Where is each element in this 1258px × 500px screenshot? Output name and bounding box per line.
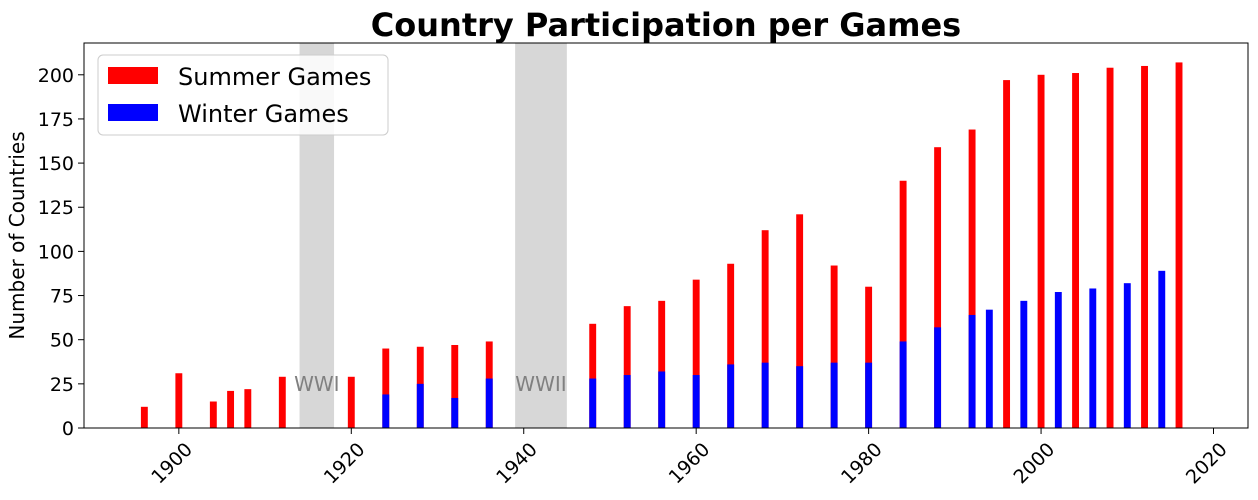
summer-bar-1904 <box>209 401 217 428</box>
winter-bar-1972 <box>796 366 804 428</box>
winter-bar-1994 <box>985 309 993 428</box>
legend-label-winter: Winter Games <box>178 100 349 128</box>
summer-bar-2008 <box>1106 67 1114 429</box>
summer-bar-2012 <box>1141 65 1148 429</box>
winter-bar-1936 <box>485 378 493 428</box>
summer-bar-2004 <box>1072 73 1080 428</box>
summer-bar-1900 <box>175 373 183 428</box>
winter-bar-2014 <box>1158 270 1166 428</box>
summer-bar-1932 <box>451 344 459 428</box>
summer-bar-1906 <box>227 390 235 428</box>
summer-bar-2000 <box>1037 74 1045 428</box>
legend: Summer Games Winter Games <box>97 54 389 136</box>
summer-bar-1964 <box>727 263 735 428</box>
summer-bar-1952 <box>623 306 631 428</box>
legend-label-summer: Summer Games <box>178 63 371 91</box>
winter-bar-1984 <box>899 341 907 428</box>
winter-bar-1980 <box>865 362 873 428</box>
y-axis-label: Number of Countries <box>5 131 29 339</box>
y-tick-label: 75 <box>50 286 74 308</box>
summer-bar-1920 <box>347 376 355 428</box>
x-tick-label: 1960 <box>665 439 715 489</box>
summer-bar-1968 <box>761 230 769 428</box>
y-tick-label: 25 <box>50 374 74 396</box>
summer-bar-1956 <box>658 300 666 428</box>
chart-title: Country Participation per Games <box>371 6 961 44</box>
y-tick-label: 200 <box>38 65 74 87</box>
war-band-wwii <box>515 43 567 428</box>
winter-bar-1952 <box>623 375 631 428</box>
war-label-wwii: WWII <box>515 372 566 396</box>
winter-bar-1968 <box>761 362 769 428</box>
winter-bar-1948 <box>589 378 597 428</box>
winter-bar-1988 <box>934 327 942 428</box>
legend-swatch-winter <box>108 104 158 121</box>
winter-bar-1956 <box>658 371 666 428</box>
summer-bar-1992 <box>968 129 976 429</box>
summer-bar-1908 <box>244 389 252 428</box>
winter-bar-1964 <box>727 364 735 428</box>
x-tick-label: 1940 <box>492 439 542 489</box>
x-tick-label: 1980 <box>837 439 887 489</box>
summer-bar-1976 <box>830 265 838 428</box>
y-tick-label: 50 <box>50 330 74 352</box>
winter-bar-1992 <box>968 314 976 428</box>
summer-bar-1960 <box>692 279 700 428</box>
y-tick-label: 150 <box>38 153 74 175</box>
winter-bar-2002 <box>1054 292 1062 428</box>
war-labels: WWI WWII <box>294 372 567 396</box>
plot-frame <box>83 42 1249 429</box>
summer-bar-1972 <box>796 214 804 428</box>
x-tick-label: 1900 <box>147 439 197 489</box>
winter-bar-1998 <box>1020 300 1028 428</box>
summer-bar-1912 <box>278 376 286 428</box>
x-tick-label: 2000 <box>1009 439 1059 489</box>
legend-box <box>97 54 389 136</box>
summer-bar-1980 <box>865 286 873 428</box>
summer-bar-1988 <box>934 147 942 428</box>
winter-bar-1960 <box>692 375 700 428</box>
x-tick-label: 1920 <box>320 439 370 489</box>
y-tick-label: 100 <box>38 241 74 263</box>
summer-bar-1924 <box>382 348 390 428</box>
x-axis: 1900 1920 1940 1960 1980 2000 2020 <box>147 428 1232 489</box>
winter-bar-2006 <box>1089 288 1097 428</box>
y-tick-label: 0 <box>62 418 74 440</box>
y-tick-label: 175 <box>38 109 74 131</box>
summer-bar-2016 <box>1175 62 1183 428</box>
summer-bar-1984 <box>899 180 907 428</box>
winter-bar-1928 <box>416 383 424 428</box>
war-label-wwi: WWI <box>294 372 339 396</box>
summer-bar-1948 <box>589 323 597 428</box>
summer-bar-1896 <box>140 406 148 428</box>
x-tick-label: 2020 <box>1182 439 1232 489</box>
summer-bar-1996 <box>1003 80 1011 428</box>
y-tick-label: 125 <box>38 197 74 219</box>
winter-bar-1932 <box>451 397 459 428</box>
legend-swatch-summer <box>108 67 158 84</box>
winter-bar-2010 <box>1123 283 1131 428</box>
winter-bar-1924 <box>382 394 390 428</box>
bars <box>140 62 1183 429</box>
y-axis: 0 25 50 75 100 125 150 175 200 <box>38 65 84 440</box>
winter-bar-1976 <box>830 362 838 428</box>
